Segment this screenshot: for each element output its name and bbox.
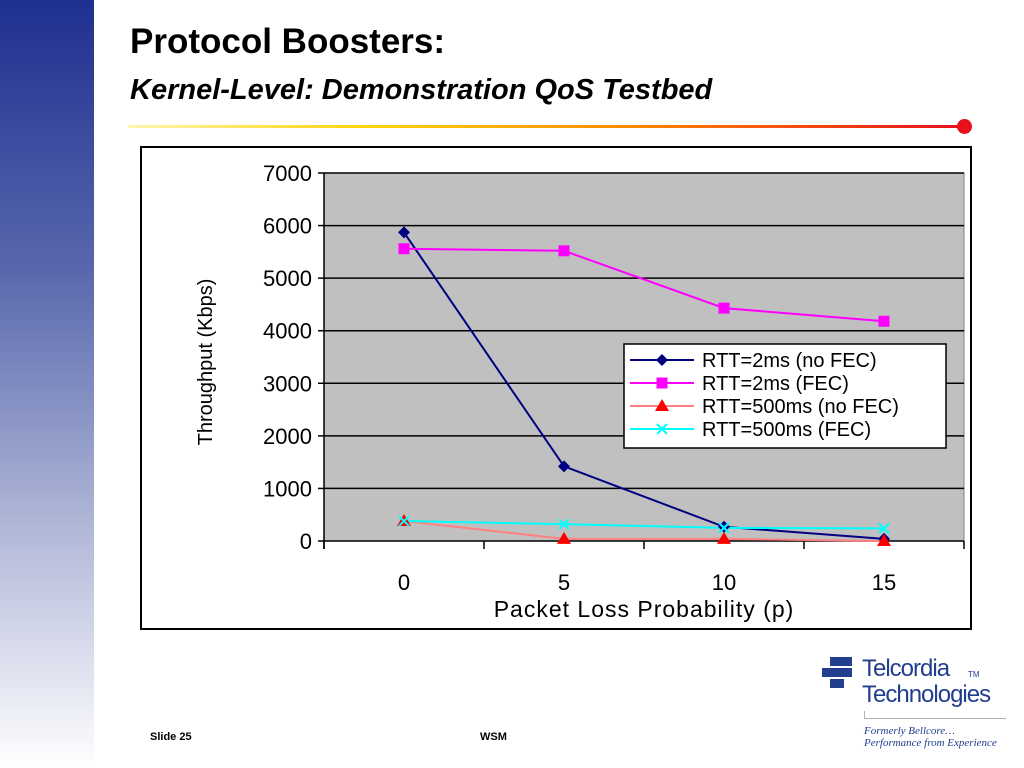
x-axis-label: Packet Loss Probability (p) — [494, 596, 795, 622]
chart-frame: 0 1000 2000 3000 4000 5000 6000 7000 0 5 10 15 Packe… — [140, 146, 972, 630]
legend-swatch-marker — [656, 354, 668, 366]
y-tick-label: 0 — [300, 529, 312, 554]
logo-trademark: TM — [968, 670, 980, 679]
logo-name-line1: Telcordia — [862, 655, 950, 682]
x-tick-label: 0 — [398, 570, 410, 595]
legend-entry-label: RTT=500ms (no FEC) — [702, 396, 899, 418]
y-tick-label: 6000 — [263, 214, 312, 239]
footer-center-text: WSM — [480, 731, 507, 743]
y-tick-label: 7000 — [263, 161, 312, 186]
series-line-4 — [403, 520, 885, 530]
series-line-3 — [403, 520, 885, 542]
series-4-point — [718, 522, 730, 534]
title-underline — [128, 125, 960, 128]
y-tick-label: 3000 — [263, 371, 312, 396]
series-4-point — [398, 515, 410, 527]
slide-number: Slide 25 — [150, 731, 192, 743]
title-underline-dot — [957, 119, 972, 134]
telcordia-mark-icon — [822, 657, 852, 688]
series-4-point — [878, 522, 890, 535]
series-2-point — [398, 243, 410, 255]
slide-subtitle: Kernel-Level: Demonstration QoS Testbed — [130, 74, 713, 106]
logo-name-line2: Technologies — [862, 681, 991, 708]
series-1-point — [558, 460, 570, 473]
side-gradient-bar — [0, 0, 94, 768]
legend-swatch-marker — [656, 423, 668, 435]
legend-swatch-marker — [655, 399, 669, 411]
logo-rule-tick — [864, 711, 865, 719]
series-1-point — [398, 226, 410, 239]
logo-rule — [864, 718, 1006, 719]
legend-entry-label: RTT=2ms (no FEC) — [702, 350, 877, 372]
legend-entry-label: RTT=2ms (FEC) — [702, 373, 849, 395]
series-2-point — [718, 302, 730, 314]
y-tick-label: 5000 — [263, 266, 312, 291]
series-3-point — [557, 531, 571, 544]
y-tick-label: 4000 — [263, 319, 312, 344]
series-3-point — [717, 531, 731, 544]
y-axis-label: Throughput (Kbps) — [195, 279, 217, 446]
x-tick-label: 15 — [872, 570, 896, 595]
x-tick-label: 5 — [558, 570, 570, 595]
series-3-point — [877, 534, 891, 546]
legend-box — [623, 343, 947, 449]
telcordia-logo: Telcordia TM Technologies Formerly Bellc… — [820, 655, 1010, 755]
logo-tagline-2: Performance from Experience — [864, 737, 997, 749]
y-tick-label: 2000 — [263, 424, 312, 449]
logo-tagline-1: Formerly Bellcore… — [864, 725, 955, 737]
series-2-point — [878, 315, 890, 327]
slide-title: Protocol Boosters: — [130, 22, 446, 61]
x-tick-label: 10 — [712, 570, 736, 595]
legend-entry-label: RTT=500ms (FEC) — [702, 419, 871, 441]
series-line-2 — [403, 247, 885, 323]
legend-swatch-marker — [656, 377, 668, 389]
series-2-point — [558, 245, 570, 257]
series-line-1 — [403, 231, 885, 540]
throughput-chart: 0 1000 2000 3000 4000 5000 6000 7000 0 5 10 15 Packe… — [195, 161, 965, 622]
y-tick-label: 1000 — [263, 476, 312, 501]
series-4-point — [558, 518, 570, 530]
